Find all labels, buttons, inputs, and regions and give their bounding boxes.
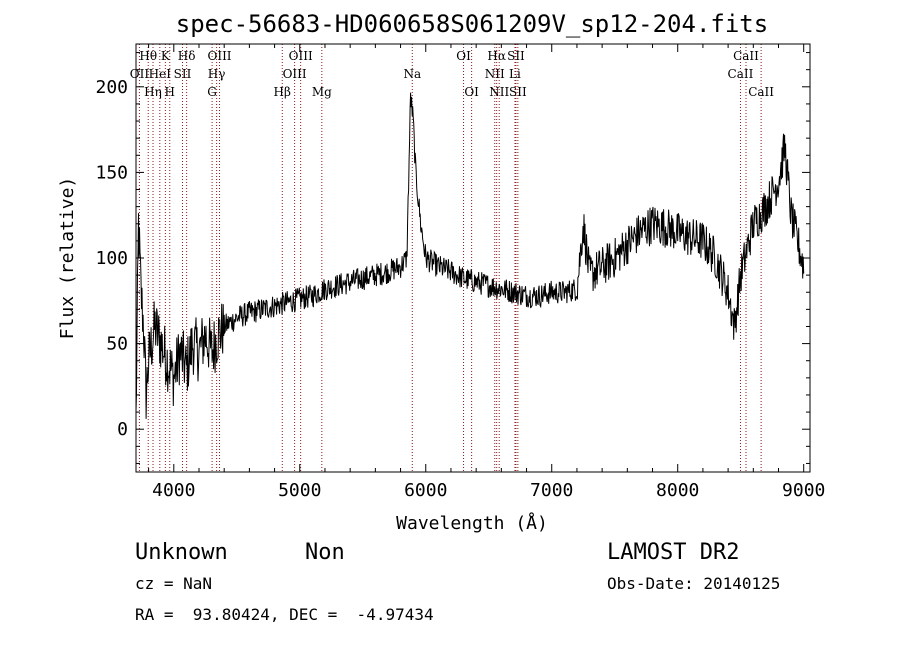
- y-tick-label: 0: [117, 419, 128, 440]
- x-tick-label: 4000: [152, 480, 195, 501]
- x-axis-label: Wavelength (Å): [396, 512, 548, 534]
- spectral-line-label: OI: [456, 49, 471, 63]
- spectral-line-label: CaII: [748, 85, 774, 99]
- spectral-line-label: HeI: [149, 67, 172, 81]
- spectral-line-label: Hη: [144, 85, 162, 99]
- x-tick-label: 6000: [404, 480, 447, 501]
- spectral-line-label: Li: [509, 67, 521, 81]
- spectral-line-label: Hα: [487, 49, 506, 63]
- spectral-line-label: Na: [403, 67, 421, 81]
- spectral-line-label: OI: [464, 85, 479, 99]
- spectral-line-label: OIII: [283, 67, 307, 81]
- spectral-line-label: OII: [130, 67, 150, 81]
- spectral-line-label: CaII: [728, 67, 754, 81]
- observation-date: Obs-Date: 20140125: [607, 574, 780, 593]
- spectral-line-label: NII: [485, 67, 505, 81]
- spectral-line-label: H: [165, 85, 175, 99]
- y-tick-label: 100: [95, 248, 128, 269]
- x-tick-label: 9000: [782, 480, 825, 501]
- x-tick-label: 7000: [530, 480, 573, 501]
- x-axis-ticks: 4000 5000 6000 7000 8000 9000: [148, 44, 825, 501]
- object-class: Unknown: [135, 540, 228, 565]
- x-tick-label: 8000: [656, 480, 699, 501]
- spectral-line-label: G: [207, 85, 217, 99]
- object-subclass: Non: [305, 540, 345, 565]
- spectral-line-label: Mg: [312, 85, 332, 99]
- spectral-line-label: Hγ: [208, 67, 226, 81]
- spectral-line-label: Hδ: [178, 49, 196, 63]
- y-tick-label: 150: [95, 162, 128, 183]
- spectral-line-label: SII: [174, 67, 192, 81]
- survey-name: LAMOST DR2: [607, 540, 739, 565]
- spectral-line-label: OIII: [207, 49, 231, 63]
- chart-title: spec-56683-HD060658S061209V_sp12-204.fit…: [176, 10, 768, 38]
- spectrum-line: [135, 92, 805, 419]
- y-axis-ticks: 0 50 100 150 200: [95, 52, 810, 464]
- y-axis-label: Flux (relative): [57, 177, 78, 340]
- y-tick-label: 200: [95, 77, 128, 98]
- spectral-line-label: Hβ: [274, 85, 291, 99]
- spectral-line-label: K: [161, 49, 171, 63]
- x-tick-label: 5000: [278, 480, 321, 501]
- ra-dec-coordinates: RA = 93.80424, DEC = -4.97434: [135, 605, 434, 624]
- spectral-line-label: CaII: [733, 49, 759, 63]
- spectral-line-label: NII: [489, 85, 509, 99]
- redshift-cz: cz = NaN: [135, 574, 212, 593]
- spectral-line-label: OIII: [289, 49, 313, 63]
- spectral-line-label: Hθ: [139, 49, 157, 63]
- y-tick-label: 50: [106, 334, 128, 355]
- spectral-line-markers: [138, 44, 762, 472]
- spectral-line-label: SII: [507, 49, 525, 63]
- spectral-line-label: SII: [509, 85, 527, 99]
